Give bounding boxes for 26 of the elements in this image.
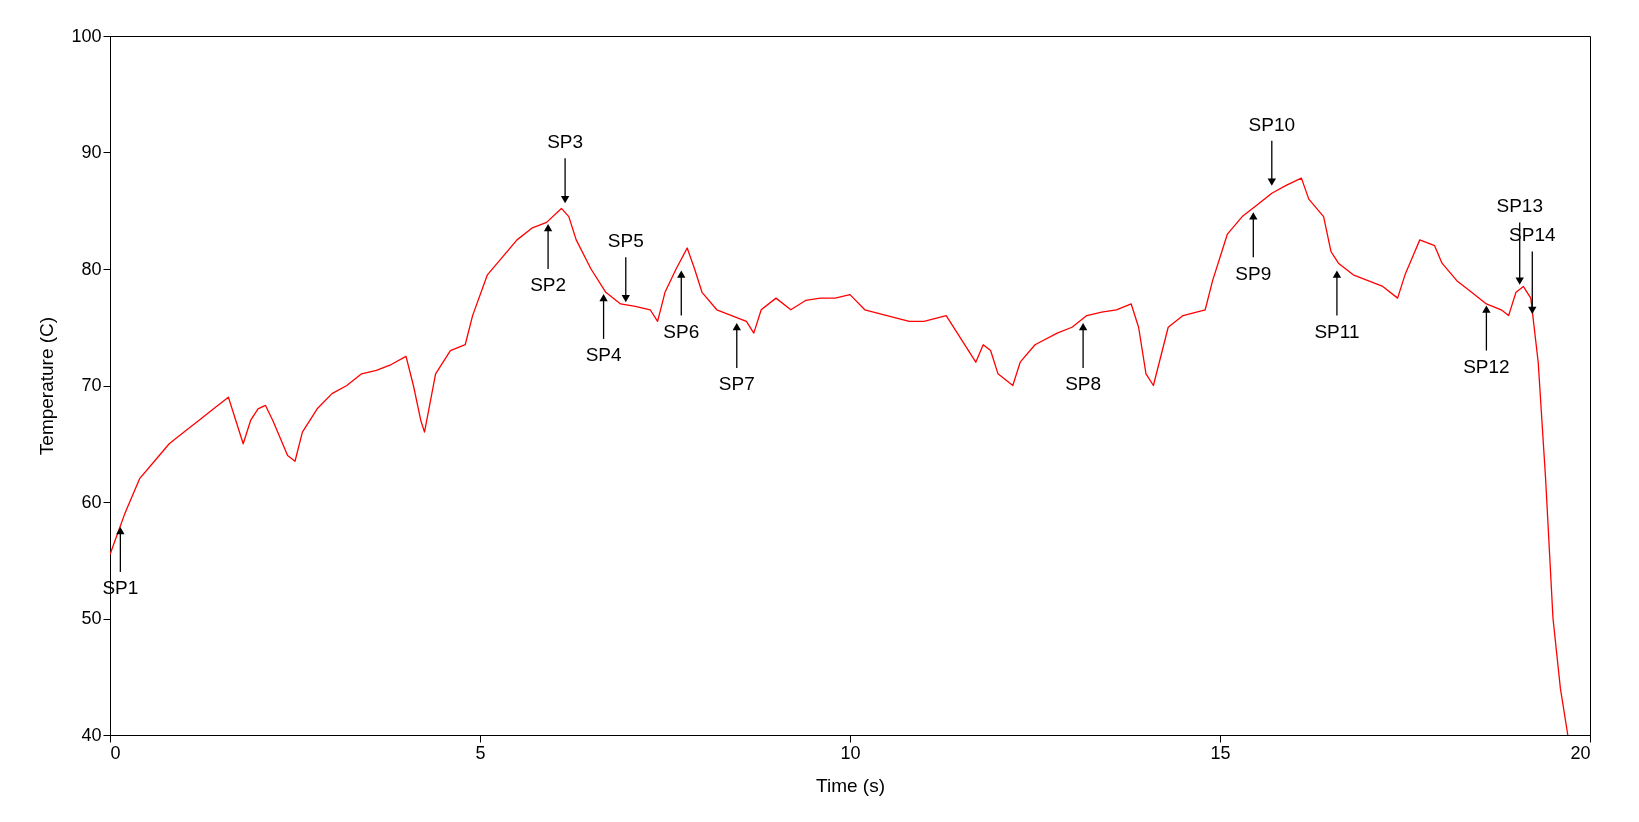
- x-tick-label: 15: [1210, 742, 1231, 763]
- annotation: SP7: [718, 373, 755, 395]
- y-axis-title: Temperature (C): [36, 316, 58, 456]
- x-tick-label: 20: [1570, 742, 1591, 763]
- y-tick-label: 70: [81, 375, 102, 395]
- y-tick-label: 50: [81, 608, 102, 628]
- annotation: SP8: [1065, 373, 1102, 395]
- x-tick-label: 10: [840, 742, 861, 763]
- annotation: SP5: [607, 230, 644, 252]
- x-tick-label: 5: [475, 742, 486, 763]
- x-axis-title: Time (s): [816, 774, 885, 796]
- annotation: SP3: [547, 131, 584, 153]
- x-tick-label: 0: [110, 742, 121, 763]
- annotation: SP9: [1235, 262, 1272, 284]
- y-tick-label: 90: [81, 142, 102, 162]
- annotation: SP4: [585, 344, 622, 366]
- y-tick-label: 100: [71, 25, 102, 46]
- y-tick-label: 80: [81, 258, 102, 279]
- annotation: SP2: [530, 274, 567, 296]
- annotation: SP13: [1496, 195, 1543, 217]
- y-tick-label: 40: [81, 724, 102, 745]
- annotation: SP12: [1463, 355, 1510, 377]
- annotation: SP6: [663, 320, 700, 342]
- y-tick-label: 60: [81, 491, 102, 512]
- annotation: SP10: [1248, 113, 1296, 135]
- annotation: SP11: [1314, 320, 1360, 342]
